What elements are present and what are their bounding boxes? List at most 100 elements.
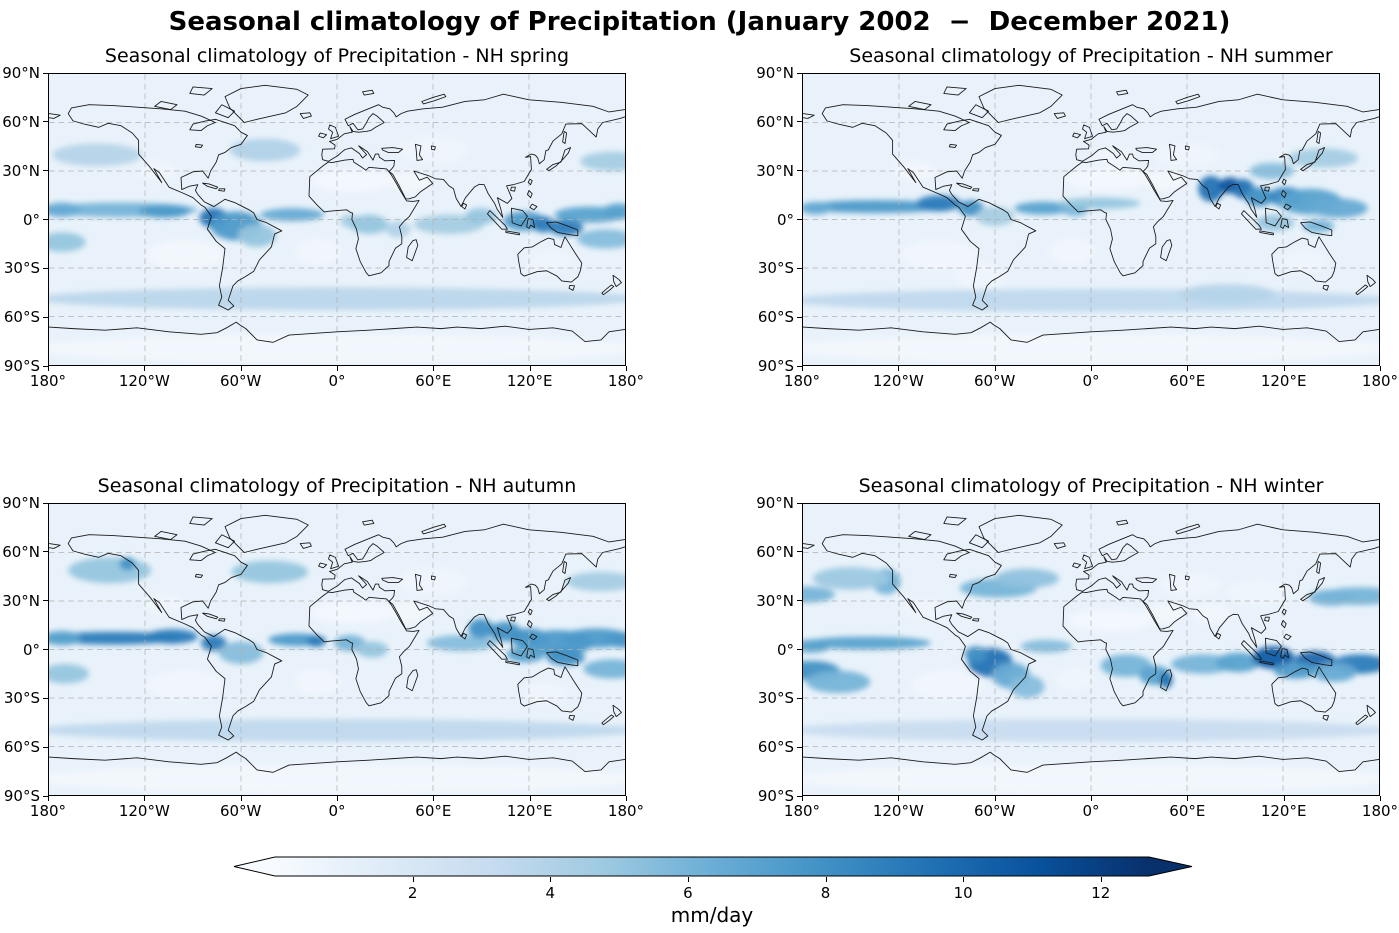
colorbar-tick-label: 10	[953, 884, 973, 902]
y-tick-label: 90°N	[2, 64, 40, 82]
y-tick-label: 90°S	[757, 787, 794, 805]
y-tick-label: 90°N	[2, 494, 40, 512]
colorbar-label: mm/day	[670, 903, 754, 927]
x-tick-label: 120°W	[118, 802, 170, 820]
x-tick-mark	[1091, 366, 1092, 371]
y-tick-label: 30°N	[756, 591, 794, 610]
y-tick-mark	[43, 170, 48, 172]
figure-title: Seasonal climatology of Precipitation (J…	[168, 7, 1231, 37]
x-tick-label: 180°	[29, 372, 67, 390]
map-nh-winter	[802, 503, 1380, 796]
y-tick-mark	[43, 502, 48, 504]
x-tick-mark	[433, 796, 435, 801]
x-tick-label: 120°E	[506, 372, 553, 390]
x-tick-label: 120°E	[1260, 372, 1307, 390]
y-tick-label: 90°S	[3, 357, 40, 375]
x-tick-label: 120°W	[872, 802, 924, 820]
x-tick-label: 0°	[1082, 372, 1100, 390]
colorbar-tick-label: 2	[407, 884, 418, 902]
map-nh-autumn	[48, 503, 626, 796]
map-svg-nh-winter	[803, 504, 1379, 795]
y-tick-label: 90°S	[3, 787, 40, 805]
y-tick-label: 90°N	[756, 64, 794, 82]
colorbar-tick-mark	[687, 877, 689, 882]
x-tick-label: 60°E	[415, 802, 452, 820]
colorbar-tick-label: 8	[820, 884, 831, 902]
colorbar-tick-mark	[963, 877, 965, 882]
x-tick-mark	[433, 366, 435, 371]
x-tick-label: 0°	[1082, 802, 1100, 820]
x-tick-mark	[1380, 366, 1381, 371]
colorbar-tick-mark	[825, 877, 827, 882]
x-tick-label: 60°W	[973, 372, 1016, 390]
x-tick-mark	[1283, 366, 1285, 371]
x-tick-label: 0°	[328, 802, 346, 820]
x-tick-mark	[626, 796, 627, 801]
x-tick-mark	[994, 366, 996, 371]
y-tick-mark	[43, 649, 48, 650]
y-tick-mark	[797, 365, 802, 367]
y-tick-label: 60°S	[3, 308, 40, 327]
y-tick-label: 30°S	[3, 689, 40, 708]
x-tick-mark	[1283, 796, 1285, 801]
x-tick-mark	[144, 366, 146, 371]
x-tick-mark	[802, 366, 803, 371]
x-tick-label: 0°	[328, 372, 346, 390]
map-svg-nh-summer	[803, 74, 1379, 365]
map-svg-nh-autumn	[49, 504, 625, 795]
y-tick-label: 30°S	[3, 259, 40, 278]
x-tick-label: 180°	[607, 802, 645, 820]
colorbar-tick-label: 4	[545, 884, 556, 902]
y-tick-label: 30°N	[2, 591, 40, 610]
x-tick-label: 120°E	[506, 802, 553, 820]
y-tick-label: 30°N	[2, 161, 40, 180]
y-tick-mark	[43, 697, 48, 699]
y-tick-mark	[43, 795, 48, 797]
x-tick-mark	[802, 796, 803, 801]
map-nh-summer	[802, 73, 1380, 366]
y-tick-mark	[797, 121, 802, 123]
y-tick-label: 90°N	[756, 494, 794, 512]
y-tick-mark	[797, 600, 802, 602]
y-tick-mark	[43, 219, 48, 220]
y-tick-mark	[43, 267, 48, 269]
x-tick-label: 180°	[783, 372, 821, 390]
x-tick-mark	[337, 796, 338, 801]
y-tick-mark	[797, 170, 802, 172]
x-tick-label: 120°E	[1260, 802, 1307, 820]
x-tick-mark	[898, 796, 900, 801]
y-tick-label: 30°S	[757, 259, 794, 278]
x-tick-label: 120°W	[118, 372, 170, 390]
x-tick-label: 60°E	[415, 372, 452, 390]
x-tick-mark	[898, 366, 900, 371]
x-tick-mark	[1380, 796, 1381, 801]
y-tick-label: 0°	[776, 640, 794, 659]
y-tick-mark	[43, 316, 48, 318]
x-tick-label: 60°E	[1169, 372, 1206, 390]
x-tick-label: 60°W	[973, 802, 1016, 820]
x-tick-label: 180°	[783, 802, 821, 820]
y-tick-mark	[797, 502, 802, 504]
y-tick-label: 60°N	[756, 112, 794, 131]
y-tick-mark	[797, 649, 802, 650]
x-tick-mark	[994, 796, 996, 801]
y-tick-mark	[797, 697, 802, 699]
y-tick-label: 0°	[22, 640, 40, 659]
y-tick-mark	[797, 267, 802, 269]
y-tick-mark	[797, 746, 802, 748]
x-tick-mark	[240, 796, 242, 801]
y-tick-label: 90°S	[757, 357, 794, 375]
x-tick-label: 180°	[29, 802, 67, 820]
y-tick-mark	[797, 795, 802, 797]
x-tick-mark	[529, 366, 531, 371]
y-tick-mark	[43, 746, 48, 748]
y-tick-label: 0°	[22, 210, 40, 229]
x-tick-label: 60°W	[219, 802, 262, 820]
y-tick-label: 60°S	[3, 738, 40, 757]
y-tick-mark	[43, 365, 48, 367]
x-tick-label: 60°W	[219, 372, 262, 390]
y-tick-mark	[797, 316, 802, 318]
subplot-title-nh-summer: Seasonal climatology of Precipitation - …	[849, 45, 1333, 67]
y-tick-label: 30°N	[756, 161, 794, 180]
